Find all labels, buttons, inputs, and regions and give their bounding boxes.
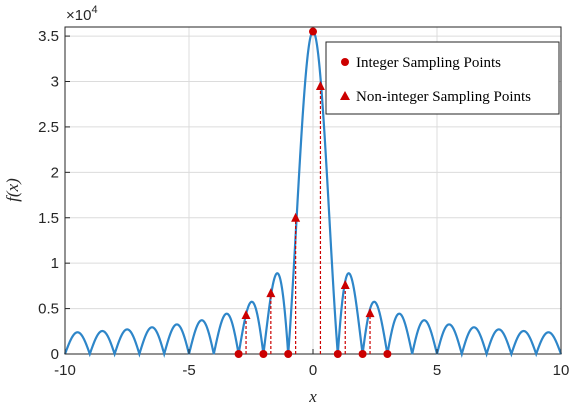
integer-sample-marker	[234, 350, 243, 358]
stem-layer	[245, 86, 371, 354]
noninteger-sample-marker	[266, 288, 276, 298]
tick-layer: -10 -5 0 5 10 0 0.5 1 1.5 2 2.5 3 3.5	[38, 28, 569, 379]
legend-label-integer: Integer Sampling Points	[356, 55, 501, 71]
y-tick-label: 2	[51, 164, 59, 181]
x-tick-label: 0	[309, 362, 317, 379]
integer-sample-marker	[333, 350, 342, 358]
integer-sample-marker	[383, 350, 392, 358]
integer-sample-marker	[358, 350, 367, 358]
y-tick-label: 3.5	[38, 28, 59, 45]
noninteger-sample-marker	[315, 81, 325, 91]
y-axis-label: f(x)	[3, 178, 22, 202]
y-tick-label: 1	[51, 255, 59, 272]
y-tick-label: 3	[51, 74, 59, 91]
y-tick-label: 2.5	[38, 119, 59, 136]
legend-triangle-marker	[340, 91, 350, 100]
marker-layer	[234, 27, 392, 358]
legend-circle-marker	[341, 58, 349, 66]
noninteger-sample-marker	[241, 309, 251, 319]
noninteger-sample-marker	[340, 279, 350, 289]
x-tick-label: 5	[433, 362, 441, 379]
y-tick-label: 0	[51, 346, 59, 363]
legend: Integer Sampling Points Non-integer Samp…	[325, 41, 560, 115]
noninteger-sample-marker	[291, 212, 301, 222]
legend-label-noninteger: Non-integer Sampling Points	[356, 89, 531, 105]
x-axis-label: x	[308, 387, 317, 406]
y-multiplier: ×104	[66, 4, 98, 24]
integer-sample-marker	[284, 350, 293, 358]
y-tick-label: 1.5	[38, 210, 59, 227]
y-tick-label: 0.5	[38, 301, 59, 318]
integer-sample-marker	[309, 27, 317, 36]
x-tick-label: -10	[54, 362, 76, 379]
x-tick-label: -5	[182, 362, 195, 379]
integer-sample-marker	[259, 350, 268, 358]
noninteger-sample-marker	[365, 308, 375, 318]
x-tick-label: 10	[553, 362, 570, 379]
legend-box	[325, 41, 560, 115]
